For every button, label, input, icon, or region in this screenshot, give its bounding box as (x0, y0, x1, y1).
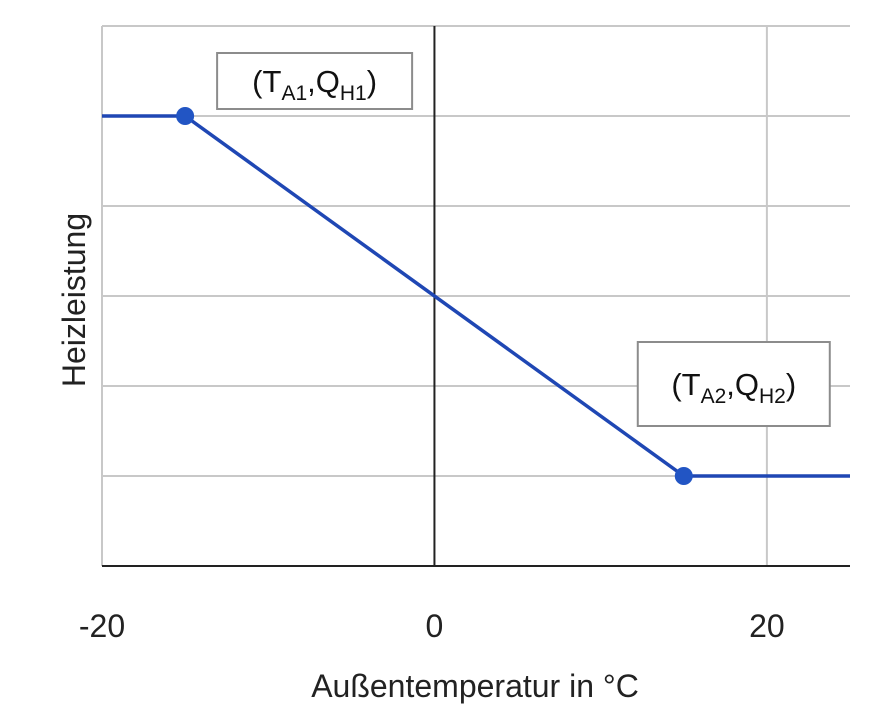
annotation-1-part-0: (T (671, 367, 700, 402)
series-layer (102, 114, 850, 478)
annotation-box-0 (216, 52, 414, 110)
x-tick-label-2: 20 (749, 608, 785, 644)
marker-layer (176, 107, 693, 485)
annotation-1: (TA2,QH2) (636, 341, 831, 427)
annotation-0-part-4: ) (367, 64, 377, 99)
x-tick-label-1: 0 (426, 608, 444, 644)
data-point-0 (176, 107, 195, 125)
annotation-0: (TA1,QH1) (216, 52, 414, 110)
x-axis-label: Außentemperatur in °C (311, 668, 639, 704)
annotation-label-1: (TA2,QH2) (671, 367, 796, 408)
series-line-0 (102, 114, 850, 478)
annotation-0-part-0: (T (252, 64, 281, 99)
annotation-0-part-1: A1 (281, 82, 307, 105)
annotation-layer: (TA1,QH1)(TA2,QH2) (216, 52, 831, 427)
annotation-1-part-3: H2 (759, 385, 786, 408)
x-tick-label-0: -20 (79, 608, 125, 644)
annotation-box-1 (636, 341, 831, 427)
tick-layer: -20 0 20 (79, 608, 785, 644)
grid-layer (101, 25, 850, 566)
y-axis-label: Heizleistung (56, 213, 92, 387)
annotation-label-0: (TA1,QH1) (252, 64, 377, 105)
data-point-1 (674, 467, 693, 485)
annotation-1-part-1: A2 (701, 385, 727, 408)
annotation-0-part-3: H1 (340, 82, 367, 105)
annotation-1-part-2: ,Q (726, 367, 759, 402)
annotation-1-part-4: ) (786, 367, 796, 402)
annotation-0-part-2: ,Q (307, 64, 340, 99)
